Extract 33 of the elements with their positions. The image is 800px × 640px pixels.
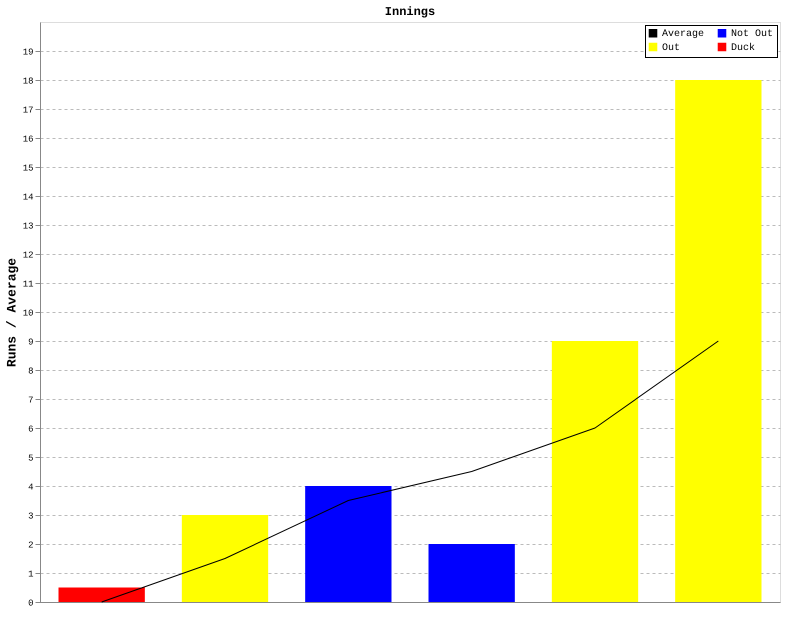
bar	[182, 515, 268, 602]
y-tick-label: 1	[28, 570, 34, 580]
y-tick-label: 9	[28, 338, 34, 348]
chart-title: Innings	[384, 5, 436, 19]
y-axis-title: Runs / Average	[4, 258, 20, 368]
y-tick-label: 5	[28, 454, 34, 464]
y-tick-label: 18	[22, 76, 34, 86]
y-tick-label: 11	[22, 280, 34, 290]
y-tick-label: 6	[28, 424, 34, 434]
y-tick-label: 3	[28, 512, 34, 522]
y-tick-label: 0	[28, 598, 34, 608]
y-tick-label: 7	[28, 396, 34, 406]
legend-label: Out	[662, 43, 680, 54]
y-tick-label: 2	[28, 540, 34, 550]
y-tick-label: 16	[22, 134, 34, 144]
legend-label: Not Out	[731, 29, 774, 40]
bar	[552, 341, 638, 602]
legend-label: Duck	[731, 42, 756, 54]
y-tick-label: 19	[22, 48, 34, 58]
bar	[58, 588, 145, 602]
y-tick-label: 8	[28, 366, 34, 376]
y-tick-label: 12	[22, 250, 34, 260]
y-tick-label: 10	[22, 308, 34, 318]
line-series	[101, 340, 719, 602]
y-tick-label: 15	[22, 164, 34, 174]
y-tick-label: 13	[22, 222, 34, 232]
y-tick-label: 17	[22, 106, 34, 116]
bar	[675, 80, 762, 602]
bar	[428, 544, 515, 602]
y-tick-label: 4	[28, 482, 34, 492]
bar	[305, 486, 392, 602]
y-tick-label: 14	[22, 192, 34, 202]
legend-label: Average	[662, 29, 704, 40]
